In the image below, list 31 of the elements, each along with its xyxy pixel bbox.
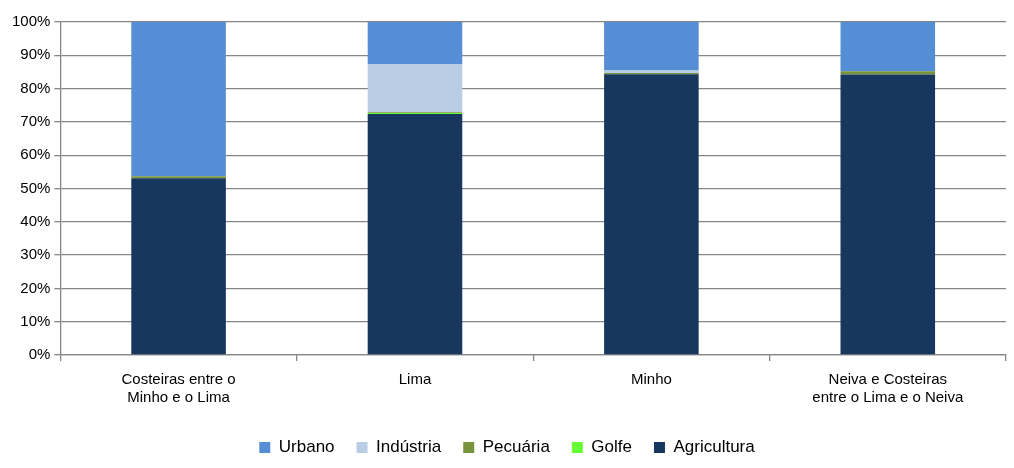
y-tick-label: 0%	[28, 345, 51, 363]
x-tick-label: Neiva e Costeiras entre o Lima e o Neiva	[812, 370, 964, 406]
legend-label: Agricultura	[673, 437, 756, 457]
x-tick-label: Lima	[398, 370, 432, 388]
bar	[131, 22, 226, 177]
bar	[367, 113, 463, 355]
bar	[604, 74, 699, 355]
y-tick-label: 60%	[20, 145, 51, 163]
y-tick-label: 80%	[20, 78, 51, 96]
bar	[840, 22, 936, 72]
y-tick-label: 40%	[20, 211, 51, 229]
y-tick-label: 90%	[20, 45, 51, 63]
bar	[367, 22, 463, 64]
bar	[367, 63, 463, 113]
legend-label: Urbano	[278, 437, 335, 457]
y-tick-label: 30%	[20, 245, 51, 263]
legend-label: Golfe	[591, 437, 632, 457]
bar	[131, 176, 226, 179]
y-tick-label: 50%	[20, 178, 51, 196]
y-tick-label: 100%	[11, 12, 51, 30]
x-tick-label: Costeiras entre o Minho e o Lima	[121, 370, 236, 406]
legend-label: Indústria	[376, 437, 442, 457]
y-tick-label: 70%	[20, 112, 51, 130]
x-tick-label: Minho	[630, 370, 672, 388]
y-tick-label: 20%	[20, 278, 51, 296]
legend-label: Pecuária	[482, 437, 551, 457]
y-tick-label: 10%	[20, 311, 51, 329]
bar	[604, 22, 699, 71]
bar	[840, 71, 936, 75]
bar	[840, 74, 936, 355]
bar	[131, 178, 226, 355]
